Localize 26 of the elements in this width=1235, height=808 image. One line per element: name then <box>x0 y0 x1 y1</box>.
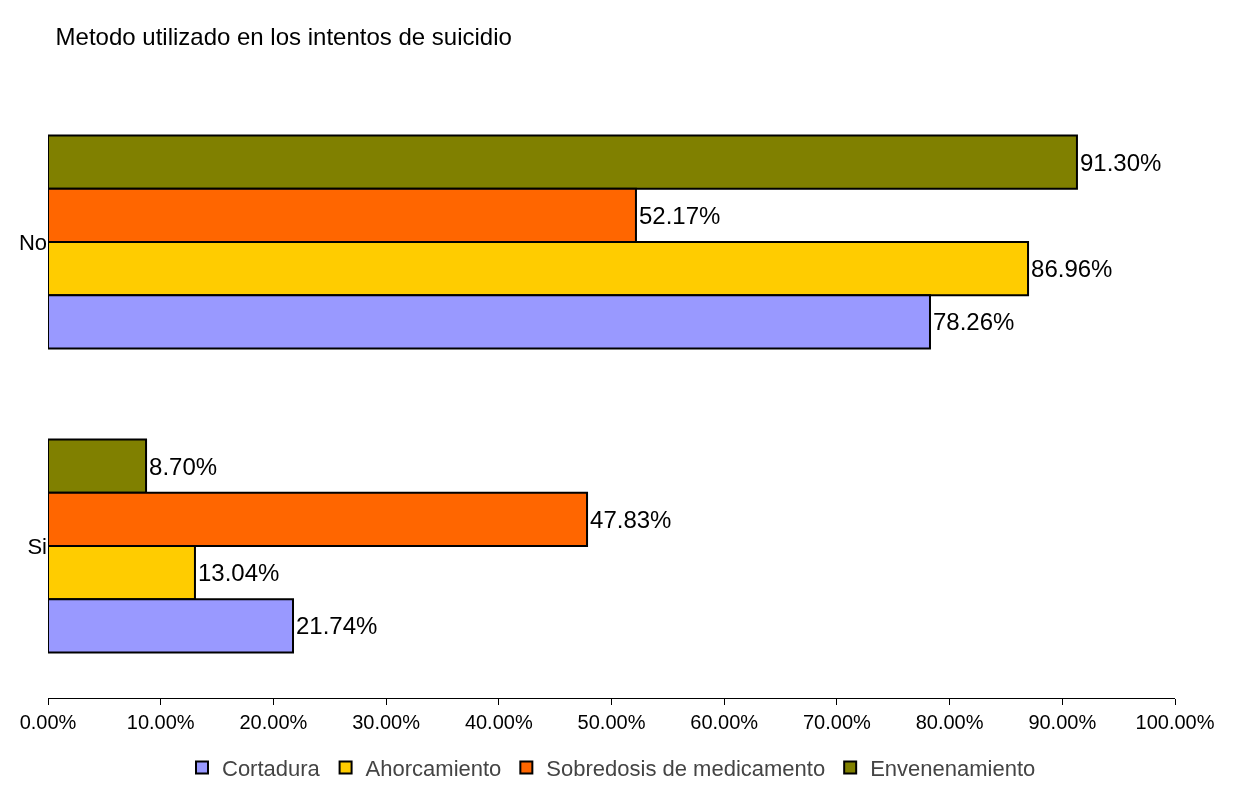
legend-label: Cortadura <box>222 756 321 782</box>
x-tick-label: 20.00% <box>239 711 308 733</box>
x-tick-label: 100.00% <box>1135 711 1215 733</box>
chart-title: Metodo utilizado en los intentos de suicidio <box>55 23 512 51</box>
data-label: 21.74% <box>296 612 378 640</box>
y-tick-label: Si <box>27 533 47 559</box>
data-label: 8.70% <box>149 452 218 480</box>
data-label: 91.30% <box>1079 148 1162 176</box>
x-tick-label: 70.00% <box>802 711 872 733</box>
x-tick-label: 40.00% <box>464 711 533 733</box>
data-label: 47.83% <box>590 505 672 533</box>
x-tick-label: 50.00% <box>577 711 646 733</box>
legend-label: Sobredosis de medicamento <box>546 756 826 782</box>
data-label: 86.96% <box>1031 255 1113 283</box>
data-label: 78.26% <box>932 308 1015 336</box>
x-tick-label: 60.00% <box>690 711 759 733</box>
data-label: 13.04% <box>197 559 280 587</box>
legend-label: Envenenamiento <box>870 756 1036 782</box>
x-tick-label: 10.00% <box>126 711 195 733</box>
x-tick-label: 30.00% <box>352 711 421 733</box>
legend-label: Ahorcamiento <box>365 756 502 782</box>
data-label: 52.17% <box>638 201 721 229</box>
y-tick-label: No <box>18 229 47 255</box>
x-tick-label: 80.00% <box>915 711 984 733</box>
x-tick-label: 90.00% <box>1028 711 1097 733</box>
x-tick-label: 0.00% <box>19 711 77 733</box>
